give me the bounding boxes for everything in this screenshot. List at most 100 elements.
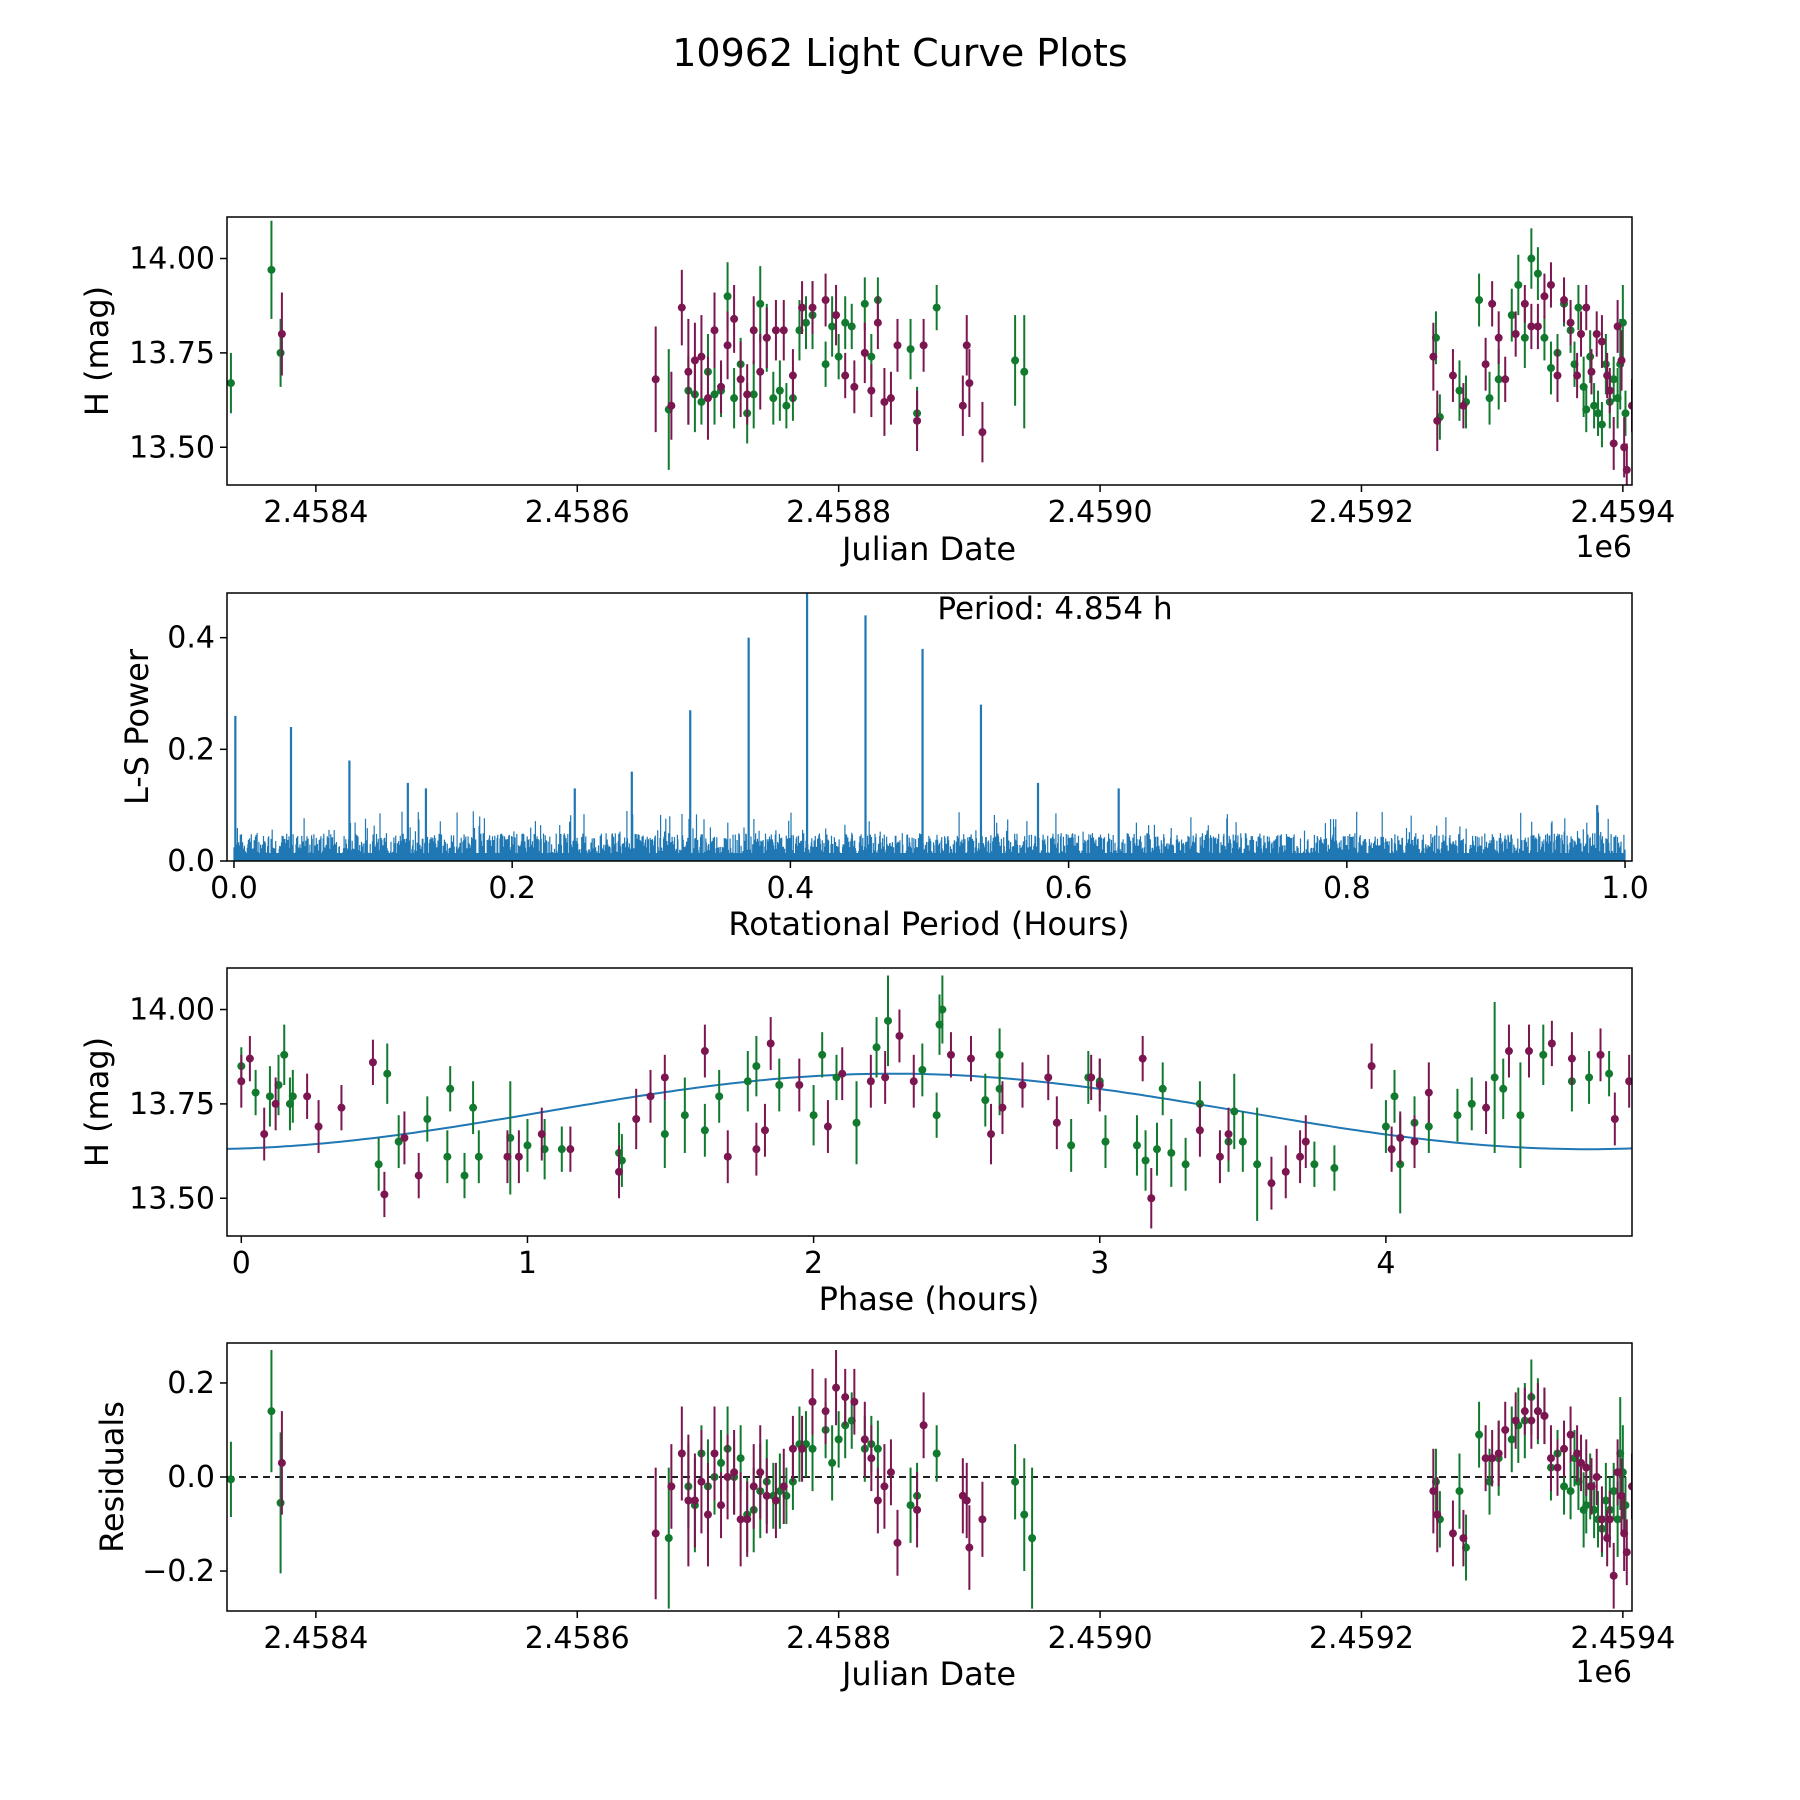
- maroon-data-point: [1501, 1425, 1510, 1434]
- green-data-point: [1594, 409, 1603, 418]
- maroon-data-point: [1424, 1088, 1433, 1097]
- x-tick-label: 2.4586: [525, 1621, 630, 1656]
- maroon-data-point: [1296, 1152, 1305, 1161]
- x-tick-label: 2.4584: [263, 1621, 368, 1656]
- maroon-data-point: [867, 386, 876, 395]
- y-tick-label: 13.50: [129, 430, 215, 465]
- maroon-data-point: [1533, 322, 1542, 331]
- green-data-point: [276, 348, 285, 357]
- maroon-data-point: [703, 394, 712, 403]
- lightcurve-marks: [227, 220, 1632, 485]
- green-data-point: [1609, 1487, 1618, 1496]
- green-data-point: [1181, 1160, 1190, 1169]
- green-data-point: [1330, 1164, 1339, 1173]
- maroon-data-point: [1597, 1515, 1606, 1524]
- green-data-point: [730, 394, 739, 403]
- maroon-data-point: [717, 382, 726, 391]
- green-data-point: [1582, 1501, 1591, 1510]
- maroon-data-point: [886, 1468, 895, 1477]
- maroon-data-point: [808, 303, 817, 312]
- green-data-point: [715, 1092, 724, 1101]
- green-data-point: [1485, 394, 1494, 403]
- maroon-data-point: [314, 1122, 323, 1131]
- green-data-point: [423, 1114, 432, 1123]
- green-data-point: [469, 1103, 478, 1112]
- maroon-data-point: [1605, 386, 1614, 395]
- maroon-data-point: [798, 303, 807, 312]
- green-data-point: [852, 1118, 861, 1127]
- green-data-point: [736, 1454, 745, 1463]
- maroon-data-point: [1540, 1411, 1549, 1420]
- maroon-data-point: [1546, 280, 1555, 289]
- maroon-data-point: [730, 1468, 739, 1477]
- residuals-ticks: 2.4584 2.4586 2.4588 2.4590 2.4592 2.4594 −0.2…: [142, 1366, 1675, 1656]
- maroon-data-point: [503, 1152, 512, 1161]
- x-tick-label: 0.2: [488, 871, 536, 906]
- green-data-point: [1539, 1050, 1548, 1059]
- maroon-data-point: [1488, 1454, 1497, 1463]
- y-tick-label: 0.2: [167, 732, 215, 767]
- maroon-data-point: [841, 371, 850, 380]
- maroon-data-point: [1628, 1482, 1632, 1491]
- green-data-point: [1101, 1137, 1110, 1146]
- phased-ticks: 0 1 2 3 4 13.50 13.75 14.00: [129, 993, 1395, 1281]
- x-tick-label: 2.4590: [1048, 1621, 1153, 1656]
- green-data-point: [932, 303, 941, 312]
- x-tick-label: 0: [232, 1246, 251, 1281]
- green-data-point: [1453, 1111, 1462, 1120]
- maroon-data-point: [867, 1454, 876, 1463]
- maroon-data-point: [1613, 322, 1622, 331]
- green-data-point: [1424, 1122, 1433, 1131]
- maroon-data-point: [832, 1383, 841, 1392]
- maroon-data-point: [1617, 356, 1626, 365]
- maroon-data-point: [537, 1130, 546, 1139]
- maroon-data-point: [1527, 1416, 1536, 1425]
- x-tick-label: 1.0: [1601, 871, 1649, 906]
- maroon-data-point: [1524, 1047, 1533, 1056]
- maroon-data-point: [651, 375, 660, 384]
- maroon-data-point: [1448, 371, 1457, 380]
- maroon-data-point: [677, 1449, 686, 1458]
- periodogram-axes-frame: [226, 592, 1633, 862]
- maroon-data-point: [1560, 1444, 1569, 1453]
- maroon-data-point: [1582, 1463, 1591, 1472]
- periodogram-ylabel: L-S Power: [118, 648, 156, 805]
- maroon-data-point: [1387, 1145, 1396, 1154]
- maroon-data-point: [368, 1058, 377, 1067]
- maroon-data-point: [821, 1407, 830, 1416]
- x-tick-label: 0.8: [1323, 871, 1371, 906]
- green-data-point: [1011, 356, 1020, 365]
- maroon-data-point: [850, 1397, 859, 1406]
- maroon-data-point: [237, 1077, 246, 1086]
- maroon-data-point: [860, 1435, 869, 1444]
- y-tick-label: −0.2: [142, 1554, 215, 1589]
- periodogram-panel: 0.0 0.2 0.4 0.6 0.8 1.0 0.0 0.2 0.4 Period: 4.85…: [118, 591, 1649, 943]
- periodogram-marks: [233, 593, 1626, 861]
- green-data-point: [1310, 1160, 1319, 1169]
- green-data-point: [1574, 303, 1583, 312]
- maroon-data-point: [808, 1397, 817, 1406]
- maroon-data-point: [913, 1505, 922, 1514]
- maroon-data-point: [919, 341, 928, 350]
- maroon-data-point: [1301, 1137, 1310, 1146]
- green-data-point: [1141, 1156, 1150, 1165]
- green-data-point: [443, 1152, 452, 1161]
- green-data-point: [1381, 1122, 1390, 1131]
- y-tick-label: 14.00: [129, 242, 215, 277]
- residuals-panel: 2.4584 2.4586 2.4588 2.4590 2.4592 2.4594 −0.2…: [93, 1342, 1675, 1693]
- green-data-point: [717, 1458, 726, 1467]
- maroon-data-point: [697, 1477, 706, 1486]
- maroon-data-point: [893, 1538, 902, 1547]
- maroon-data-point: [749, 1482, 758, 1491]
- maroon-data-point: [1605, 1515, 1614, 1524]
- maroon-data-point: [277, 1458, 286, 1467]
- maroon-data-point: [736, 375, 745, 384]
- maroon-data-point: [400, 1133, 409, 1142]
- maroon-data-point: [873, 318, 882, 327]
- green-data-point: [1560, 1482, 1569, 1491]
- maroon-data-point: [615, 1167, 624, 1176]
- maroon-data-point: [760, 1126, 769, 1135]
- maroon-data-point: [1481, 1454, 1490, 1463]
- maroon-data-point: [1597, 337, 1606, 346]
